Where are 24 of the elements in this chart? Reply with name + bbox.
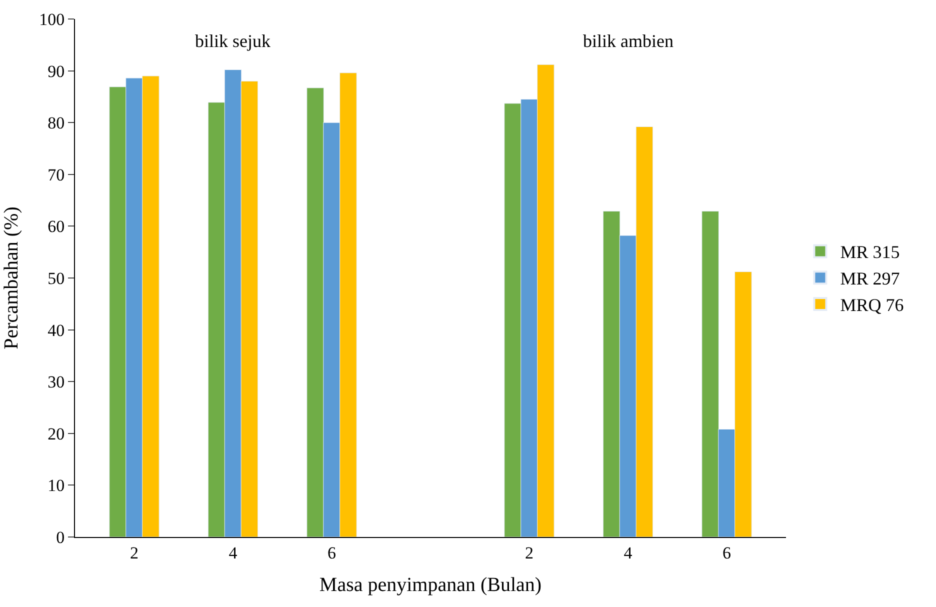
annotation: bilik sejuk bbox=[195, 31, 270, 51]
x-tick-label: 2 bbox=[525, 543, 534, 562]
x-tick-label: 4 bbox=[624, 543, 633, 562]
x-axis-title: Masa penyimpanan (Bulan) bbox=[319, 574, 542, 596]
y-tick-label: 50 bbox=[48, 268, 65, 288]
y-tick-label: 10 bbox=[48, 476, 65, 496]
legend-label: MR 315 bbox=[840, 242, 900, 262]
y-tick-label: 100 bbox=[39, 10, 65, 29]
y-tick-label: 70 bbox=[48, 165, 65, 184]
annotation: bilik ambien bbox=[583, 31, 674, 51]
legend-label: MRQ 76 bbox=[840, 295, 904, 316]
x-tick-label: 6 bbox=[328, 543, 336, 562]
x-tick-label: 4 bbox=[228, 543, 238, 562]
y-tick-label: 80 bbox=[48, 114, 65, 133]
y-tick-label: 20 bbox=[48, 424, 65, 444]
y-tick-label: 40 bbox=[48, 320, 65, 340]
y-tick-label: 30 bbox=[48, 372, 65, 392]
y-tick-label: 0 bbox=[56, 528, 65, 547]
x-tick-label: 6 bbox=[722, 543, 731, 562]
y-tick-label: 60 bbox=[48, 217, 65, 236]
y-tick-label: 90 bbox=[48, 62, 65, 81]
y-axis-title: Percambahan (%) bbox=[0, 206, 23, 350]
x-tick-label: 2 bbox=[130, 543, 138, 562]
legend-label: MR 297 bbox=[840, 268, 900, 289]
